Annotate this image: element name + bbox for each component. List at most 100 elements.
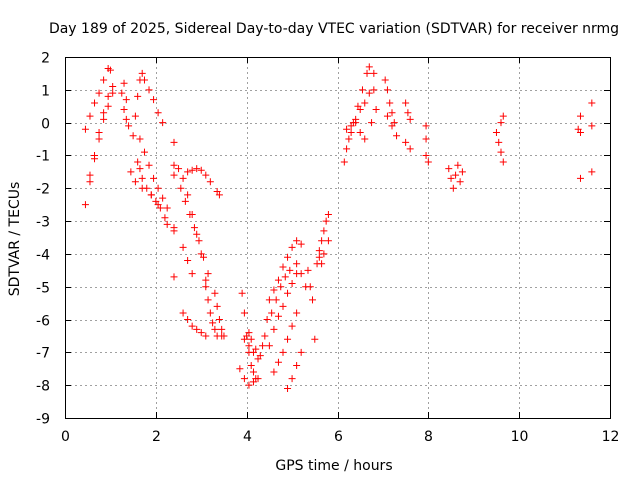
data-point [134, 158, 142, 166]
data-series [245, 329, 264, 360]
data-point [497, 148, 505, 156]
data-point [170, 161, 178, 169]
data-series [381, 76, 398, 127]
data-point [309, 296, 317, 304]
data-point [277, 283, 285, 291]
data-point [297, 240, 305, 248]
data-point [406, 145, 414, 153]
data-point [347, 128, 355, 136]
data-point [120, 106, 128, 114]
data-point [193, 325, 201, 333]
data-point [293, 361, 301, 369]
data-point [445, 165, 453, 173]
data-point [274, 358, 282, 366]
data-point [265, 296, 273, 304]
data-point [159, 119, 167, 127]
data-point [422, 151, 430, 159]
data-point [193, 165, 201, 173]
data-point [213, 302, 221, 310]
data-point [265, 342, 273, 350]
data-point [179, 174, 187, 182]
data-point [361, 99, 369, 107]
data-point [456, 178, 464, 186]
data-series [383, 112, 401, 140]
data-point [95, 135, 103, 143]
data-series [265, 237, 305, 304]
data-point [345, 135, 353, 143]
data-point [209, 319, 217, 327]
data-point [109, 83, 117, 91]
data-point [188, 166, 196, 174]
y-tick-label: 2 [41, 51, 50, 67]
data-point [370, 69, 378, 77]
data-point [95, 89, 103, 97]
data-point [154, 109, 162, 117]
data-point [279, 263, 287, 271]
data-point [170, 273, 178, 281]
y-tick-label: -7 [36, 346, 50, 362]
data-point [447, 174, 455, 182]
data-point [161, 214, 169, 222]
data-point [358, 86, 366, 94]
data-point [188, 322, 196, 330]
data-series [177, 184, 212, 278]
data-point [256, 352, 264, 360]
data-point [274, 276, 282, 284]
data-series [422, 122, 432, 166]
data-series [492, 112, 507, 166]
data-point [188, 270, 196, 278]
data-point [127, 168, 135, 176]
data-point [100, 109, 108, 117]
data-point [193, 230, 201, 238]
data-point [200, 253, 208, 261]
data-series [304, 266, 319, 343]
data-point [284, 335, 292, 343]
data-point [270, 286, 278, 294]
data-point [263, 316, 271, 324]
data-point [245, 342, 253, 350]
data-series [315, 211, 332, 268]
data-point [131, 112, 139, 120]
data-point [388, 109, 396, 117]
data-point [186, 211, 194, 219]
data-point [279, 302, 287, 310]
data-point [249, 378, 257, 386]
data-point [122, 115, 130, 123]
data-point [495, 138, 503, 146]
data-point [206, 178, 214, 186]
data-point [100, 115, 108, 123]
data-series [284, 348, 305, 392]
data-point [145, 86, 153, 94]
data-point [404, 109, 412, 117]
data-point [179, 309, 187, 317]
data-point [286, 266, 294, 274]
data-point [356, 128, 364, 136]
data-point [109, 89, 117, 97]
data-point [406, 115, 414, 123]
data-point [175, 165, 183, 173]
data-point [86, 112, 94, 120]
data-point [288, 322, 296, 330]
data-series [118, 79, 133, 130]
data-point [270, 368, 278, 376]
data-point [268, 309, 276, 317]
data-point [284, 289, 292, 297]
data-series [136, 135, 171, 212]
data-point [86, 178, 94, 186]
x-axis-label: GPS time / hours [275, 458, 392, 474]
data-point [170, 138, 178, 146]
y-tick-label: -4 [36, 248, 50, 264]
data-point [261, 332, 269, 340]
data-point [218, 325, 226, 333]
data-point [86, 171, 94, 179]
data-point [204, 296, 212, 304]
data-point [402, 138, 410, 146]
data-point [284, 384, 292, 392]
data-point [311, 335, 319, 343]
data-point [150, 174, 158, 182]
data-point [270, 325, 278, 333]
data-point [197, 329, 205, 337]
data-point [206, 309, 214, 317]
